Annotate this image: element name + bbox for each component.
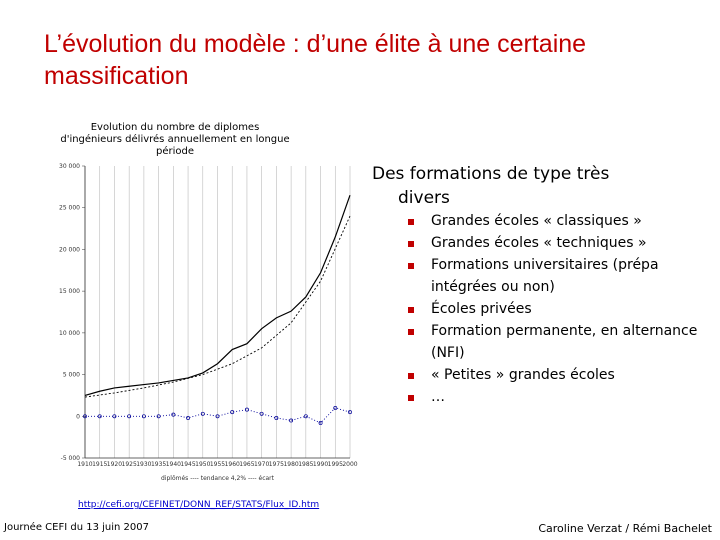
data-point <box>244 407 249 412</box>
data-point <box>141 414 146 419</box>
bullet-item: Formations universitaires (prépa intégré… <box>405 254 705 298</box>
data-point <box>215 414 220 419</box>
x-tick-label: 1940 <box>166 461 181 468</box>
data-point <box>97 414 102 419</box>
data-point <box>259 411 264 416</box>
x-tick-label: 2000 <box>342 461 357 468</box>
x-tick-label: 1990 <box>313 461 328 468</box>
slide-title: L’évolution du modèle : d’une élite à un… <box>44 30 587 90</box>
plot-area: 1910 1915 1920 1925 1930 1935 1940 1945 1950 1955… <box>59 163 358 482</box>
series-line <box>84 195 351 397</box>
y-tick-label: 5 000 <box>63 372 80 379</box>
data-point <box>200 411 205 416</box>
x-tick-label: 1995 <box>328 461 343 468</box>
x-tick-label: 1925 <box>122 461 137 468</box>
data-point <box>156 414 161 419</box>
y-tick-label: 25 000 <box>59 205 80 212</box>
x-tick-label: 1975 <box>269 461 284 468</box>
bullet-item: … <box>405 386 705 408</box>
x-tick-label: 1945 <box>180 461 195 468</box>
heading-line-1: Des formations de type très <box>372 164 610 184</box>
bullet-square-icon <box>408 395 414 401</box>
y-tick-label: 30 000 <box>59 163 80 170</box>
bullet-square-icon <box>408 241 414 247</box>
footer-authors: Caroline Verzat / Rémi Bachelet <box>538 522 712 535</box>
bullet-square-icon <box>408 263 414 269</box>
x-tick-label: 1930 <box>136 461 151 468</box>
data-point <box>186 416 191 420</box>
data-point <box>83 414 87 419</box>
heading-line-2: divers <box>398 188 450 208</box>
y-tick-label: 20 000 <box>59 246 80 253</box>
bullet-square-icon <box>408 329 414 335</box>
data-point <box>348 410 352 415</box>
data-point <box>127 414 132 419</box>
y-tick-label: 15 000 <box>59 288 80 295</box>
data-point <box>171 412 176 417</box>
x-tick-label: 1950 <box>195 461 210 468</box>
x-tick-label: 1935 <box>151 461 166 468</box>
y-tick-label: 0 <box>76 413 80 420</box>
bullet-list: Grandes écoles « classiques » Grandes éc… <box>405 210 705 408</box>
x-tick-label: 1960 <box>225 461 240 468</box>
bullet-item: Formation permanente, en alternance (NFI… <box>405 320 705 364</box>
y-tick-label: -5 000 <box>61 455 81 462</box>
data-point <box>289 418 294 423</box>
series-line <box>84 215 351 398</box>
footer-event: Journée CEFI du 13 juin 2007 <box>4 522 149 533</box>
legend-text: diplômés ---- tendance 4,2% ---- écart <box>161 475 275 482</box>
bullet-item: Grandes écoles « classiques » <box>405 210 705 232</box>
x-tick-label: 1910 <box>77 461 92 468</box>
data-point <box>274 416 279 420</box>
data-point <box>112 414 117 419</box>
bullet-item: Grandes écoles « techniques » <box>405 232 705 254</box>
bullet-square-icon <box>408 219 414 225</box>
x-tick-label: 1955 <box>210 461 225 468</box>
y-tick-label: 10 000 <box>59 330 80 337</box>
section-heading: Des formations de type très divers <box>372 162 692 210</box>
bullet-item: « Petites » grandes écoles <box>405 364 705 386</box>
x-tick-label: 1980 <box>283 461 298 468</box>
chart-title: Evolution du nombre de diplomes d'ingéni… <box>60 122 290 157</box>
data-point <box>230 410 235 415</box>
source-link[interactable]: http://cefi.org/CEFINET/DONN_REF/STATS/F… <box>78 500 320 510</box>
x-tick-label: 1920 <box>107 461 122 468</box>
data-point <box>303 414 308 419</box>
x-tick-label: 1985 <box>298 461 313 468</box>
bullet-square-icon <box>408 307 414 313</box>
bullet-item: Écoles privées <box>405 298 705 320</box>
x-tick-label: 1915 <box>92 461 107 468</box>
x-tick-label: 1965 <box>239 461 254 468</box>
data-point <box>318 421 323 425</box>
bullet-square-icon <box>408 373 414 379</box>
chart: 1910 1915 1920 1925 1930 1935 1940 1945 1950 1955… <box>59 163 358 482</box>
data-point <box>333 405 338 410</box>
x-tick-label: 1970 <box>254 461 269 468</box>
